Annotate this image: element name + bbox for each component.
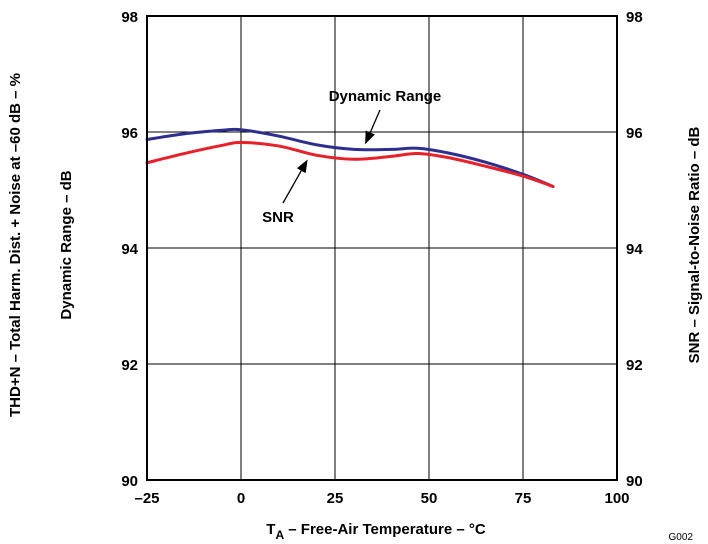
x-tick-label: 50 xyxy=(421,490,438,507)
x-tick-labels: –25 0 25 50 75 100 xyxy=(134,490,629,507)
x-tick-label: –25 xyxy=(134,490,159,507)
y-tick-label-right: 94 xyxy=(626,241,643,258)
annotation-arrow-head xyxy=(296,159,308,174)
y-tick-label-right: 98 xyxy=(626,9,643,26)
y-tick-label-left: 94 xyxy=(121,241,138,258)
x-axis-title-rest: – Free-Air Temperature – °C xyxy=(284,521,486,538)
annotation-arrow-head xyxy=(365,130,375,145)
annotation-arrow-line xyxy=(369,109,381,133)
y-tick-label-left: 90 xyxy=(121,473,138,490)
y-tick-label-right: 96 xyxy=(626,125,643,142)
x-tick-label: 100 xyxy=(604,490,629,507)
y-tick-label-right: 90 xyxy=(626,473,643,490)
annotation-label: Dynamic Range xyxy=(329,88,442,105)
x-axis-title-subscript: A xyxy=(275,528,284,542)
y-tick-labels-left: 90 92 94 96 98 xyxy=(121,9,138,490)
x-axis-title-main: T xyxy=(266,521,275,538)
y-axis-title-left-1: THD+N – Total Harm. Dist. + Noise at –60… xyxy=(7,73,24,417)
y-axis-title-right: SNR – Signal-to-Noise Ratio – dB xyxy=(686,126,703,363)
y-tick-labels-right: 90 92 94 96 98 xyxy=(626,9,643,490)
annotation-arrow-line xyxy=(282,170,302,204)
y-tick-label-left: 96 xyxy=(121,125,138,142)
figure-code: G002 xyxy=(669,532,694,543)
annotations: Dynamic Range SNR xyxy=(262,88,441,226)
grid-lines xyxy=(147,16,617,480)
y-tick-label-right: 92 xyxy=(626,357,643,374)
y-tick-label-left: 98 xyxy=(121,9,138,26)
y-tick-label-left: 92 xyxy=(121,357,138,374)
x-tick-label: 75 xyxy=(515,490,532,507)
series-line-snr xyxy=(145,140,555,189)
x-axis-title: TA – Free-Air Temperature – °C xyxy=(266,521,486,542)
x-tick-label: 25 xyxy=(327,490,344,507)
y-axis-title-left-2: Dynamic Range – dB xyxy=(58,170,75,319)
annotation-label: SNR xyxy=(262,209,294,226)
series-lines xyxy=(145,127,555,189)
series-line-dynamic-range xyxy=(145,127,555,189)
x-tick-label: 0 xyxy=(237,490,245,507)
plot-frame xyxy=(146,15,618,481)
